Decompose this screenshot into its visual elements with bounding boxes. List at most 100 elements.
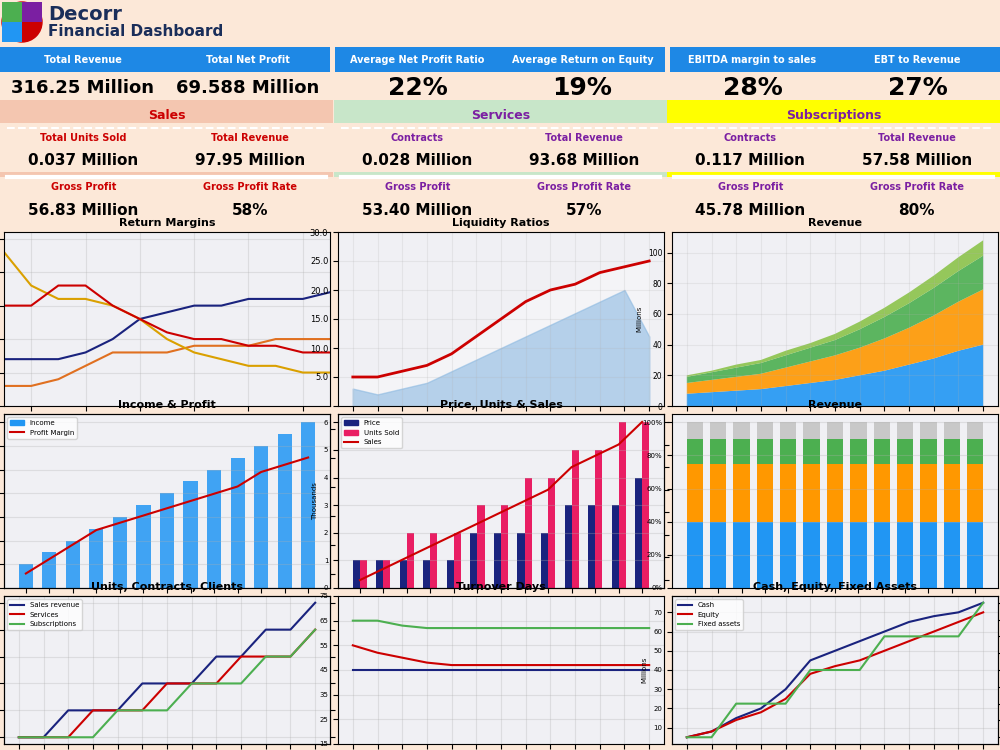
- Bar: [541, 532, 548, 588]
- EBT Margin: [188, 301, 200, 310]
- Text: 93.68 Million: 93.68 Million: [529, 153, 639, 168]
- Inventory Days: [520, 665, 532, 674]
- Debtors Days: [544, 623, 556, 632]
- Subscriptions: [260, 652, 272, 661]
- Line: Sales: Sales: [360, 422, 642, 580]
- Text: Average Net Profit Ratio: Average Net Profit Ratio: [350, 55, 485, 64]
- EBT Margin: [80, 348, 92, 357]
- Bar: [301, 422, 315, 588]
- Bar: [920, 464, 937, 522]
- Title: Cash, Equity, Fixed Assets: Cash, Equity, Fixed Assets: [753, 583, 917, 592]
- Sales: [424, 542, 436, 550]
- Bar: [548, 478, 555, 588]
- Quick Ratio: [446, 350, 458, 358]
- ROE: [134, 314, 146, 323]
- Sales: [401, 553, 413, 562]
- Bar: [254, 446, 268, 588]
- Text: Gross Profit: Gross Profit: [718, 182, 783, 192]
- Subscriptions: [161, 706, 173, 715]
- Services: [186, 679, 198, 688]
- Cash: [903, 617, 915, 626]
- Y-axis label: Thousands: Thousands: [312, 482, 318, 520]
- Text: Total Revenue: Total Revenue: [878, 134, 956, 143]
- Bar: [525, 478, 532, 588]
- Inventory Days: [569, 665, 581, 674]
- Bar: [136, 506, 151, 588]
- Bar: [733, 422, 750, 439]
- Debtors Days: [421, 623, 433, 632]
- Bar: [944, 464, 960, 522]
- Text: Total Revenue: Total Revenue: [545, 134, 623, 143]
- Legend: NP Margin, EBT Margin, ROE, ROCE: NP Margin, EBT Margin, ROE, ROCE: [50, 429, 284, 441]
- Sales revenue: [62, 706, 74, 715]
- ROE: [25, 281, 37, 290]
- Bar: [757, 422, 773, 439]
- EBT Margin: [0, 355, 10, 364]
- Sales: [471, 519, 483, 528]
- Line: Subscriptions: Subscriptions: [19, 630, 315, 737]
- Bar: [687, 439, 703, 464]
- EBT Margin: [270, 295, 282, 304]
- Debtors Days: [643, 623, 655, 632]
- Text: Total Units Sold: Total Units Sold: [40, 134, 126, 143]
- Bar: [733, 464, 750, 522]
- Sales revenue: [309, 598, 321, 608]
- Bar: [780, 522, 796, 588]
- Subscriptions: [136, 706, 148, 715]
- Debtors Days: [347, 616, 359, 626]
- Inventory Days: [446, 665, 458, 674]
- Debtors Days: [520, 623, 532, 632]
- Inventory Days: [544, 665, 556, 674]
- Subscriptions: [13, 733, 25, 742]
- ROE: [0, 248, 10, 256]
- Services: [210, 679, 222, 688]
- Bar: [710, 439, 726, 464]
- Bar: [494, 532, 501, 588]
- Bar: [565, 506, 572, 588]
- Bar: [183, 482, 198, 588]
- EBT Margin: [107, 334, 119, 344]
- Services: [87, 706, 99, 715]
- ROE: [297, 368, 309, 377]
- Quick Ratio: [643, 256, 655, 265]
- Sales revenue: [284, 626, 296, 634]
- Bar: [850, 422, 867, 439]
- ROCE: [0, 301, 10, 310]
- Fixed assets: [952, 632, 964, 640]
- Bar: [803, 439, 820, 464]
- Inventory Days: [396, 665, 408, 674]
- Sales revenue: [161, 679, 173, 688]
- Operating Cycle: [347, 640, 359, 650]
- EBT Margin: [215, 301, 227, 310]
- Sales: [589, 452, 601, 460]
- Bar: [376, 560, 383, 588]
- Services: [38, 733, 50, 742]
- NP Margin: [242, 341, 254, 350]
- Bar: [670, 47, 835, 73]
- Bar: [572, 450, 579, 588]
- Text: EBT to Revenue: EBT to Revenue: [874, 55, 961, 64]
- Text: 57.58 Million: 57.58 Million: [862, 153, 972, 168]
- Subscriptions: [186, 679, 198, 688]
- Bar: [944, 522, 960, 588]
- Fixed assets: [878, 632, 890, 640]
- Line: Debtors Days: Debtors Days: [353, 621, 649, 628]
- Line: Cash: Cash: [687, 603, 983, 737]
- Services: [235, 652, 247, 661]
- Fixed assets: [681, 733, 693, 742]
- ROE: [242, 362, 254, 370]
- Quick Ratio: [470, 332, 482, 341]
- Bar: [803, 464, 820, 522]
- Bar: [827, 522, 843, 588]
- Text: Contracts: Contracts: [724, 134, 777, 143]
- Legend: Price, Units Sold, Sales: Price, Units Sold, Sales: [341, 418, 402, 448]
- Title: Turnover Days: Turnover Days: [456, 583, 546, 592]
- Equity: [780, 694, 792, 703]
- EBT Margin: [25, 355, 37, 364]
- EBT Margin: [52, 355, 64, 364]
- Sales: [377, 564, 389, 573]
- Operating Cycle: [470, 661, 482, 670]
- EBT Margin: [324, 288, 336, 297]
- Bar: [780, 422, 796, 439]
- Operating Cycle: [544, 661, 556, 670]
